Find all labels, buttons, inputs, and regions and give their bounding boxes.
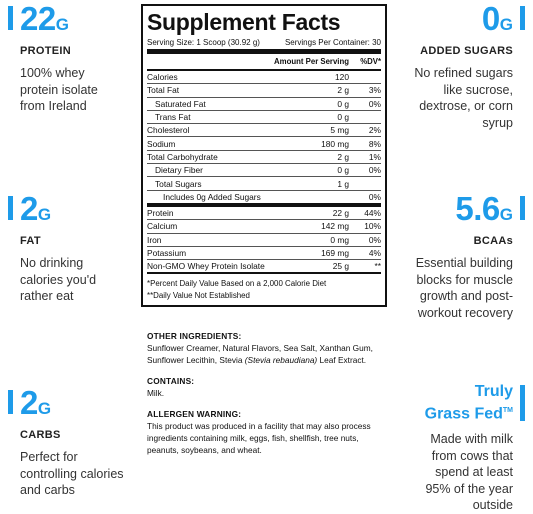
- nutrient-row-saturated-fat: Saturated Fat 0 g 0%: [147, 98, 381, 111]
- serving-info: Serving Size: 1 Scoop (30.92 g) Servings…: [147, 36, 381, 54]
- nutrient-row-total-carbohydrate: Total Carbohydrate 2 g 1%: [147, 151, 381, 165]
- nutrient-row-dietary-fiber: Dietary Fiber 0 g 0%: [147, 164, 381, 178]
- bcaa-desc: Essential building blocks for muscle gro…: [415, 256, 513, 320]
- accent-bar: [8, 6, 13, 30]
- protein-callout: 22G PROTEIN 100% whey protein isolate fr…: [8, 2, 126, 115]
- nutrient-row-trans-fat: Trans Fat 0 g: [147, 111, 381, 125]
- carbs-label: CARBS: [20, 429, 61, 441]
- fat-callout: 2G FAT No drinking calories you'd rather…: [8, 192, 126, 305]
- carbs-callout: 2G CARBS Perfect for controlling calorie…: [8, 386, 126, 499]
- accent-bar: [520, 196, 525, 220]
- footnote-dv: *Percent Daily Value Based on a 2,000 Ca…: [147, 279, 327, 289]
- allergen-heading: ALLERGEN WARNING:: [147, 409, 242, 419]
- supplement-facts-panel: Supplement Facts Serving Size: 1 Scoop (…: [141, 4, 387, 308]
- grass-fed-callout: Truly Grass FedTM Made with milk from co…: [407, 382, 525, 514]
- accent-bar: [8, 390, 13, 414]
- panel-title: Supplement Facts: [147, 9, 341, 35]
- added-sugars-label: ADDED SUGARS: [420, 45, 513, 57]
- nutrient-row-whey-isolate: Non-GMO Whey Protein Isolate 25 g **: [147, 260, 381, 275]
- fat-desc: No drinking calories you'd rather eat: [20, 256, 97, 303]
- nutrient-row-iron: Iron 0 mg 0%: [147, 234, 381, 247]
- footnote-not-established: **Daily Value Not Established: [147, 291, 250, 301]
- panel-footnotes: *Percent Daily Value Based on a 2,000 Ca…: [147, 274, 381, 302]
- nutrient-row-added-sugars: Includes 0g Added Sugars 0%: [147, 191, 381, 207]
- nutrient-row-total-fat: Total Fat 2 g 3%: [147, 84, 381, 98]
- nutrient-row-total-sugars: Total Sugars 1 g: [147, 177, 381, 191]
- nutrient-row-potassium: Potassium 169 mg 4%: [147, 247, 381, 261]
- accent-bar: [520, 6, 525, 30]
- protein-label: PROTEIN: [20, 45, 71, 57]
- grass-fed-title: Truly Grass FedTM: [424, 383, 513, 423]
- nutrient-row-cholesterol: Cholesterol 5 mg 2%: [147, 124, 381, 138]
- other-ingredients-text: Sunflower Creamer, Natural Flavors, Sea …: [147, 343, 373, 365]
- nutrient-row-calories: Calories 120: [147, 71, 381, 85]
- column-header: Amount Per Serving %DV*: [147, 54, 381, 71]
- nutrient-row-protein: Protein 22 g 44%: [147, 207, 381, 221]
- nutrient-row-sodium: Sodium 180 mg 8%: [147, 137, 381, 151]
- added-sugars-desc: No refined sugars like sucrose, dextrose…: [414, 66, 513, 130]
- bcaa-callout: 5.6G BCAAs Essential building blocks for…: [407, 192, 525, 321]
- nutrient-row-calcium: Calcium 142 mg 10%: [147, 220, 381, 234]
- protein-desc: 100% whey protein isolate from Ireland: [20, 66, 98, 113]
- accent-bar: [8, 196, 13, 220]
- contains-heading: CONTAINS:: [147, 376, 195, 386]
- carbs-value: 2G: [20, 384, 52, 421]
- allergen-text: This product was produced in a facility …: [147, 421, 371, 455]
- bcaa-value: 5.6G: [455, 190, 513, 227]
- protein-value: 22G: [20, 0, 69, 37]
- contains-text: Milk.: [147, 388, 165, 398]
- other-ingredients-heading: OTHER INGREDIENTS:: [147, 331, 242, 341]
- fat-value: 2G: [20, 190, 52, 227]
- bcaa-label: BCAAs: [473, 235, 513, 247]
- ingredients-section: OTHER INGREDIENTS: Sunflower Creamer, Na…: [147, 330, 387, 465]
- accent-bar: [520, 385, 525, 421]
- serving-size: Serving Size: 1 Scoop (30.92 g): [147, 38, 260, 47]
- fat-label: FAT: [20, 235, 41, 247]
- added-sugars-callout: 0G ADDED SUGARS No refined sugars like s…: [407, 2, 525, 131]
- carbs-desc: Perfect for controlling calories and car…: [20, 450, 124, 497]
- added-sugars-value: 0G: [481, 0, 513, 37]
- amount-header: Amount Per Serving: [274, 57, 349, 66]
- dv-header: %DV*: [360, 57, 381, 66]
- grass-fed-desc: Made with milk from cows that spend at l…: [425, 432, 513, 513]
- servings-per-container: Servings Per Container: 30: [284, 38, 381, 47]
